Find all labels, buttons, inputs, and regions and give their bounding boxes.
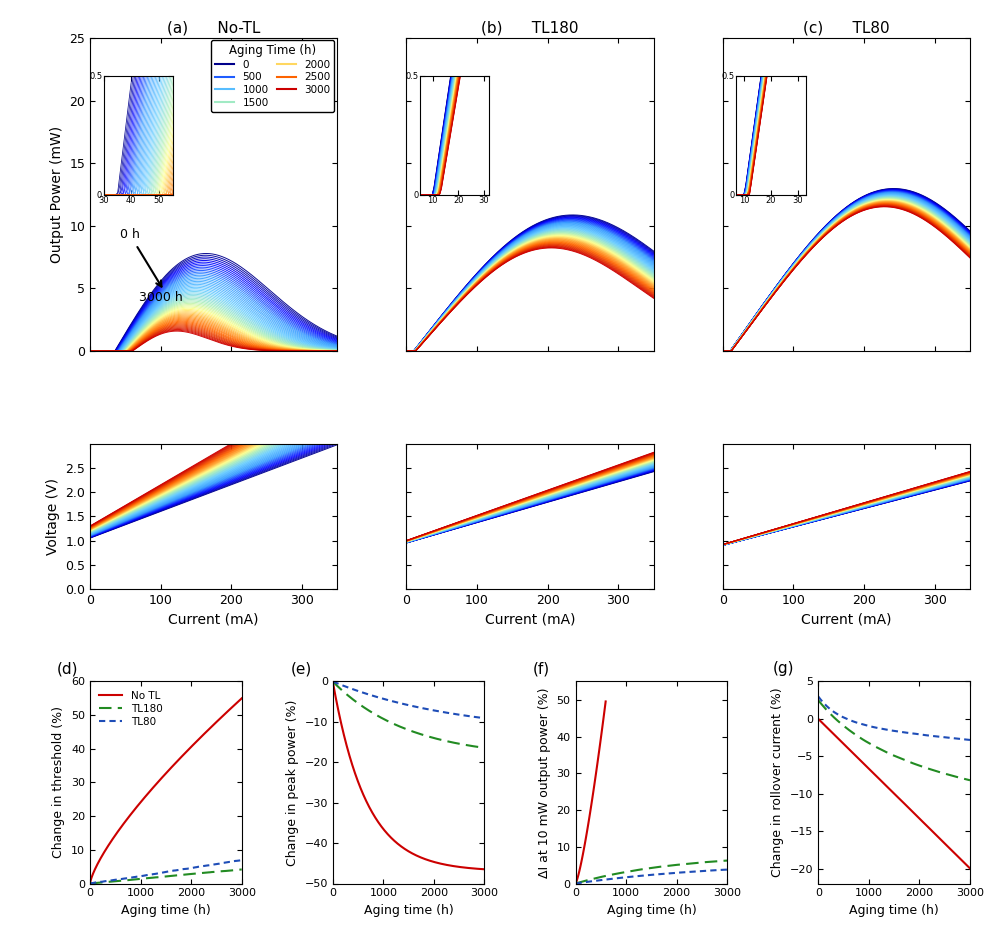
Text: (d): (d) bbox=[57, 661, 78, 676]
No TL bbox=[111, 827, 123, 839]
Text: 0 h: 0 h bbox=[120, 228, 140, 241]
TL180 bbox=[111, 876, 123, 887]
X-axis label: Aging time (h): Aging time (h) bbox=[607, 903, 696, 917]
Text: (e): (e) bbox=[290, 661, 312, 676]
Line: No TL: No TL bbox=[90, 698, 242, 884]
X-axis label: Current (mA): Current (mA) bbox=[801, 613, 892, 626]
No TL bbox=[153, 775, 165, 787]
Y-axis label: Voltage (V): Voltage (V) bbox=[46, 478, 60, 555]
TL180 bbox=[123, 874, 135, 885]
TL80 bbox=[84, 878, 96, 889]
Y-axis label: ΔI at 10 mW output power (%): ΔI at 10 mW output power (%) bbox=[538, 687, 551, 878]
No TL bbox=[198, 728, 210, 739]
X-axis label: Current (mA): Current (mA) bbox=[168, 613, 259, 626]
TL180 bbox=[198, 867, 210, 879]
No TL bbox=[236, 693, 248, 704]
TL180 bbox=[236, 864, 248, 875]
X-axis label: Aging time (h): Aging time (h) bbox=[364, 903, 453, 917]
Y-axis label: Change in rollover current (%): Change in rollover current (%) bbox=[771, 688, 784, 877]
X-axis label: Aging time (h): Aging time (h) bbox=[121, 903, 211, 917]
TL80 bbox=[153, 867, 165, 879]
X-axis label: Current (mA): Current (mA) bbox=[485, 613, 575, 626]
Text: (f): (f) bbox=[533, 661, 550, 676]
TL180 bbox=[185, 868, 197, 880]
Title: (c)      TL80: (c) TL80 bbox=[803, 21, 890, 35]
TL180 bbox=[173, 869, 185, 881]
Title: (a)      No-TL: (a) No-TL bbox=[167, 21, 260, 35]
Legend: No TL, TL180, TL80: No TL, TL180, TL80 bbox=[95, 687, 167, 732]
Line: TL80: TL80 bbox=[90, 860, 242, 884]
TL80 bbox=[198, 860, 210, 871]
No TL bbox=[173, 753, 185, 765]
Text: (g): (g) bbox=[773, 661, 794, 676]
Line: TL180: TL180 bbox=[90, 869, 242, 884]
TL80 bbox=[236, 854, 248, 865]
TL80 bbox=[111, 874, 123, 885]
Y-axis label: Change in threshold (%): Change in threshold (%) bbox=[52, 707, 65, 859]
No TL bbox=[185, 741, 197, 752]
TL180 bbox=[153, 871, 165, 883]
X-axis label: Aging time (h): Aging time (h) bbox=[849, 903, 939, 917]
TL180 bbox=[84, 878, 96, 889]
No TL bbox=[123, 811, 135, 823]
Y-axis label: Output Power (mW): Output Power (mW) bbox=[50, 126, 64, 263]
Title: (b)      TL180: (b) TL180 bbox=[481, 21, 579, 35]
Y-axis label: Change in peak power (%): Change in peak power (%) bbox=[286, 699, 299, 865]
TL80 bbox=[123, 872, 135, 884]
Text: 3000 h: 3000 h bbox=[139, 291, 183, 304]
No TL bbox=[84, 878, 96, 889]
TL80 bbox=[185, 863, 197, 874]
Legend: 0, 500, 1000, 1500, 2000, 2500, 3000: 0, 500, 1000, 1500, 2000, 2500, 3000 bbox=[211, 40, 334, 112]
TL80 bbox=[173, 864, 185, 876]
